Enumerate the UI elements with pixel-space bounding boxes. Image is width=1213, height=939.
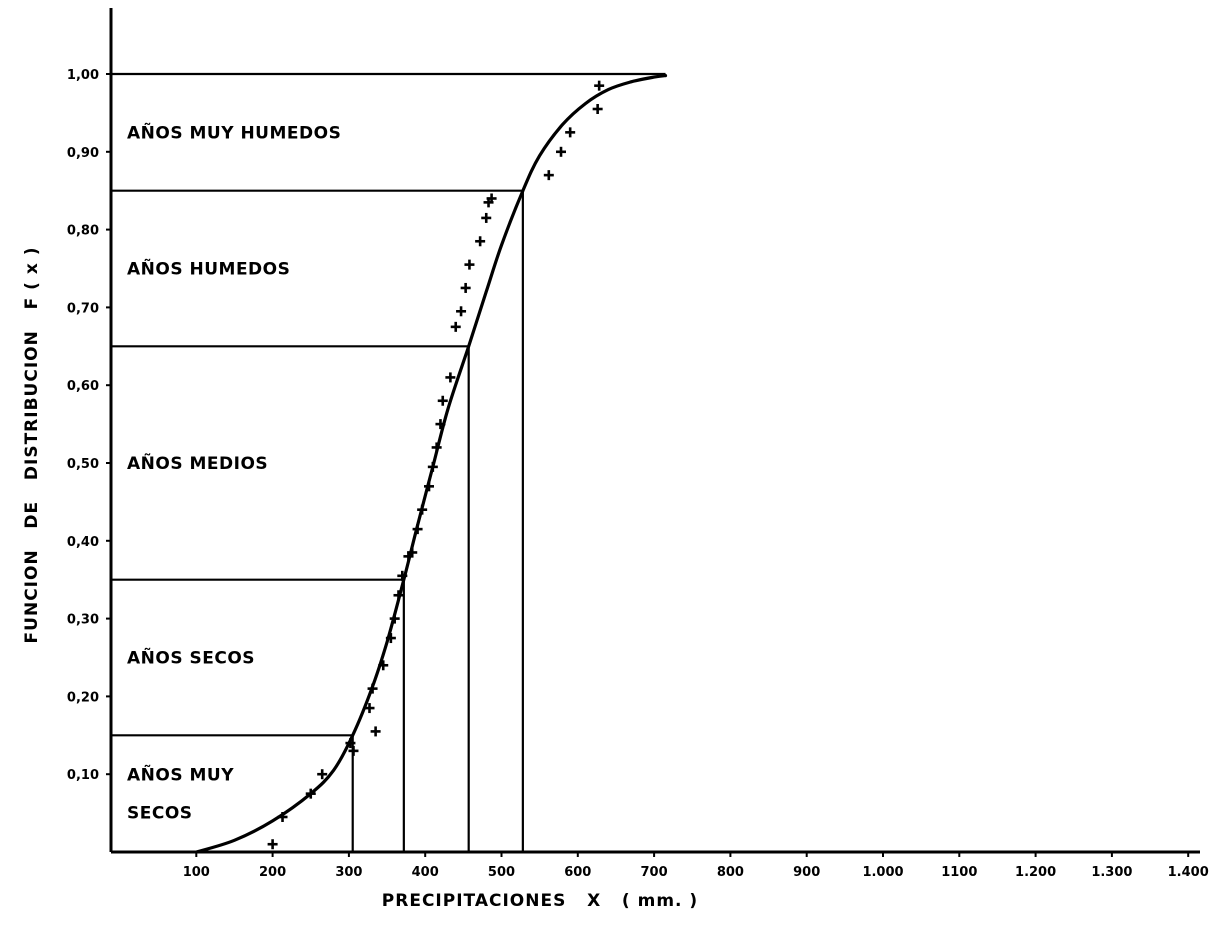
x-tick-label: 300 xyxy=(335,865,362,880)
y-tick-label: 1,00 xyxy=(67,68,99,83)
observed-point xyxy=(277,811,288,822)
observed-point xyxy=(543,170,554,181)
x-tick-label: 100 xyxy=(183,865,210,880)
observed-point xyxy=(431,442,442,453)
zones-layer xyxy=(111,72,666,852)
observed-point xyxy=(305,788,316,799)
observed-point xyxy=(385,633,396,644)
y-tick-label: 0,90 xyxy=(67,146,99,161)
observed-point xyxy=(486,193,497,204)
ticks-layer: 0,10 0,20 0,30 0,40 0,50 0,60 0,70 0,80 0,90 1,00… xyxy=(67,68,1209,880)
x-tick-label: 1.000 xyxy=(862,865,903,880)
curve-layer xyxy=(194,74,668,854)
x-tick-label: 600 xyxy=(564,865,591,880)
observed-point xyxy=(450,321,461,332)
zone-label: AÑOS MUY HUMEDOS xyxy=(127,120,341,143)
observed-point xyxy=(345,738,356,749)
observed-point xyxy=(397,570,408,581)
observed-point xyxy=(389,613,400,624)
y-tick-label: 0,50 xyxy=(67,457,99,472)
observed-point xyxy=(475,236,486,247)
observed-point xyxy=(348,745,359,756)
observed-point xyxy=(592,104,603,115)
observed-point xyxy=(556,146,567,157)
y-tick-label: 0,30 xyxy=(67,613,99,628)
x-tick-label: 900 xyxy=(793,865,820,880)
zone-label: AÑOS SECOS xyxy=(127,646,255,669)
x-tick-label: 1100 xyxy=(941,865,977,880)
zone-label: AÑOS MEDIOS xyxy=(127,451,268,474)
x-tick-label: 1.300 xyxy=(1091,865,1132,880)
observed-point xyxy=(317,769,328,780)
observed-point xyxy=(460,282,471,293)
observed-point xyxy=(435,419,446,430)
observed-point xyxy=(594,80,605,91)
y-axis-title: FUNCION DE DISTRIBUCION F ( x ) xyxy=(22,247,42,644)
y-tick-label: 0,80 xyxy=(67,224,99,239)
x-tick-label: 800 xyxy=(717,865,744,880)
x-tick-label: 1.200 xyxy=(1015,865,1056,880)
observed-point xyxy=(424,481,435,492)
observed-point xyxy=(437,395,448,406)
x-tick-label: 1.400 xyxy=(1168,865,1209,880)
x-axis-title: PRECIPITACIONES X ( mm. ) xyxy=(382,891,698,911)
x-tick-label: 200 xyxy=(259,865,286,880)
observed-point xyxy=(378,660,389,671)
x-tick-label: 700 xyxy=(641,865,668,880)
distribution-curve xyxy=(194,74,668,854)
observed-point xyxy=(267,839,278,850)
y-tick-label: 0,60 xyxy=(67,379,99,394)
observed-point xyxy=(364,703,375,714)
observed-point xyxy=(427,461,438,472)
zone-label: AÑOS HUMEDOS xyxy=(127,257,290,280)
observed-point xyxy=(393,590,404,601)
observed-point xyxy=(407,547,418,558)
x-tick-label: 400 xyxy=(412,865,439,880)
observed-point xyxy=(464,259,475,270)
zone-labels-layer: AÑOS MUY SECOS AÑOS SECOS AÑOS MEDIOS AÑOS H… xyxy=(127,120,341,823)
observed-point xyxy=(417,504,428,515)
zone-label: AÑOS MUY xyxy=(127,763,234,786)
observed-points-layer xyxy=(267,80,605,850)
axes-layer xyxy=(109,8,1200,854)
y-tick-label: 0,70 xyxy=(67,301,99,316)
x-tick-label: 500 xyxy=(488,865,515,880)
y-tick-label: 0,40 xyxy=(67,535,99,550)
zone-label: SECOS xyxy=(127,804,193,824)
y-tick-label: 0,10 xyxy=(67,768,99,783)
observed-point xyxy=(370,726,381,737)
observed-point xyxy=(367,683,378,694)
y-tick-label: 0,20 xyxy=(67,690,99,705)
observed-point xyxy=(565,127,576,138)
observed-point xyxy=(456,306,467,317)
observed-point xyxy=(412,524,423,535)
observed-point xyxy=(481,212,492,223)
observed-point xyxy=(445,372,456,383)
